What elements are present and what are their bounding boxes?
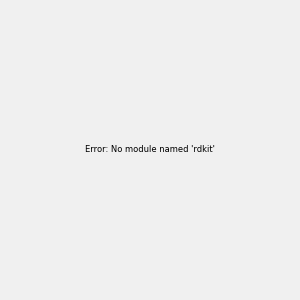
Text: Error: No module named 'rdkit': Error: No module named 'rdkit'	[85, 146, 215, 154]
